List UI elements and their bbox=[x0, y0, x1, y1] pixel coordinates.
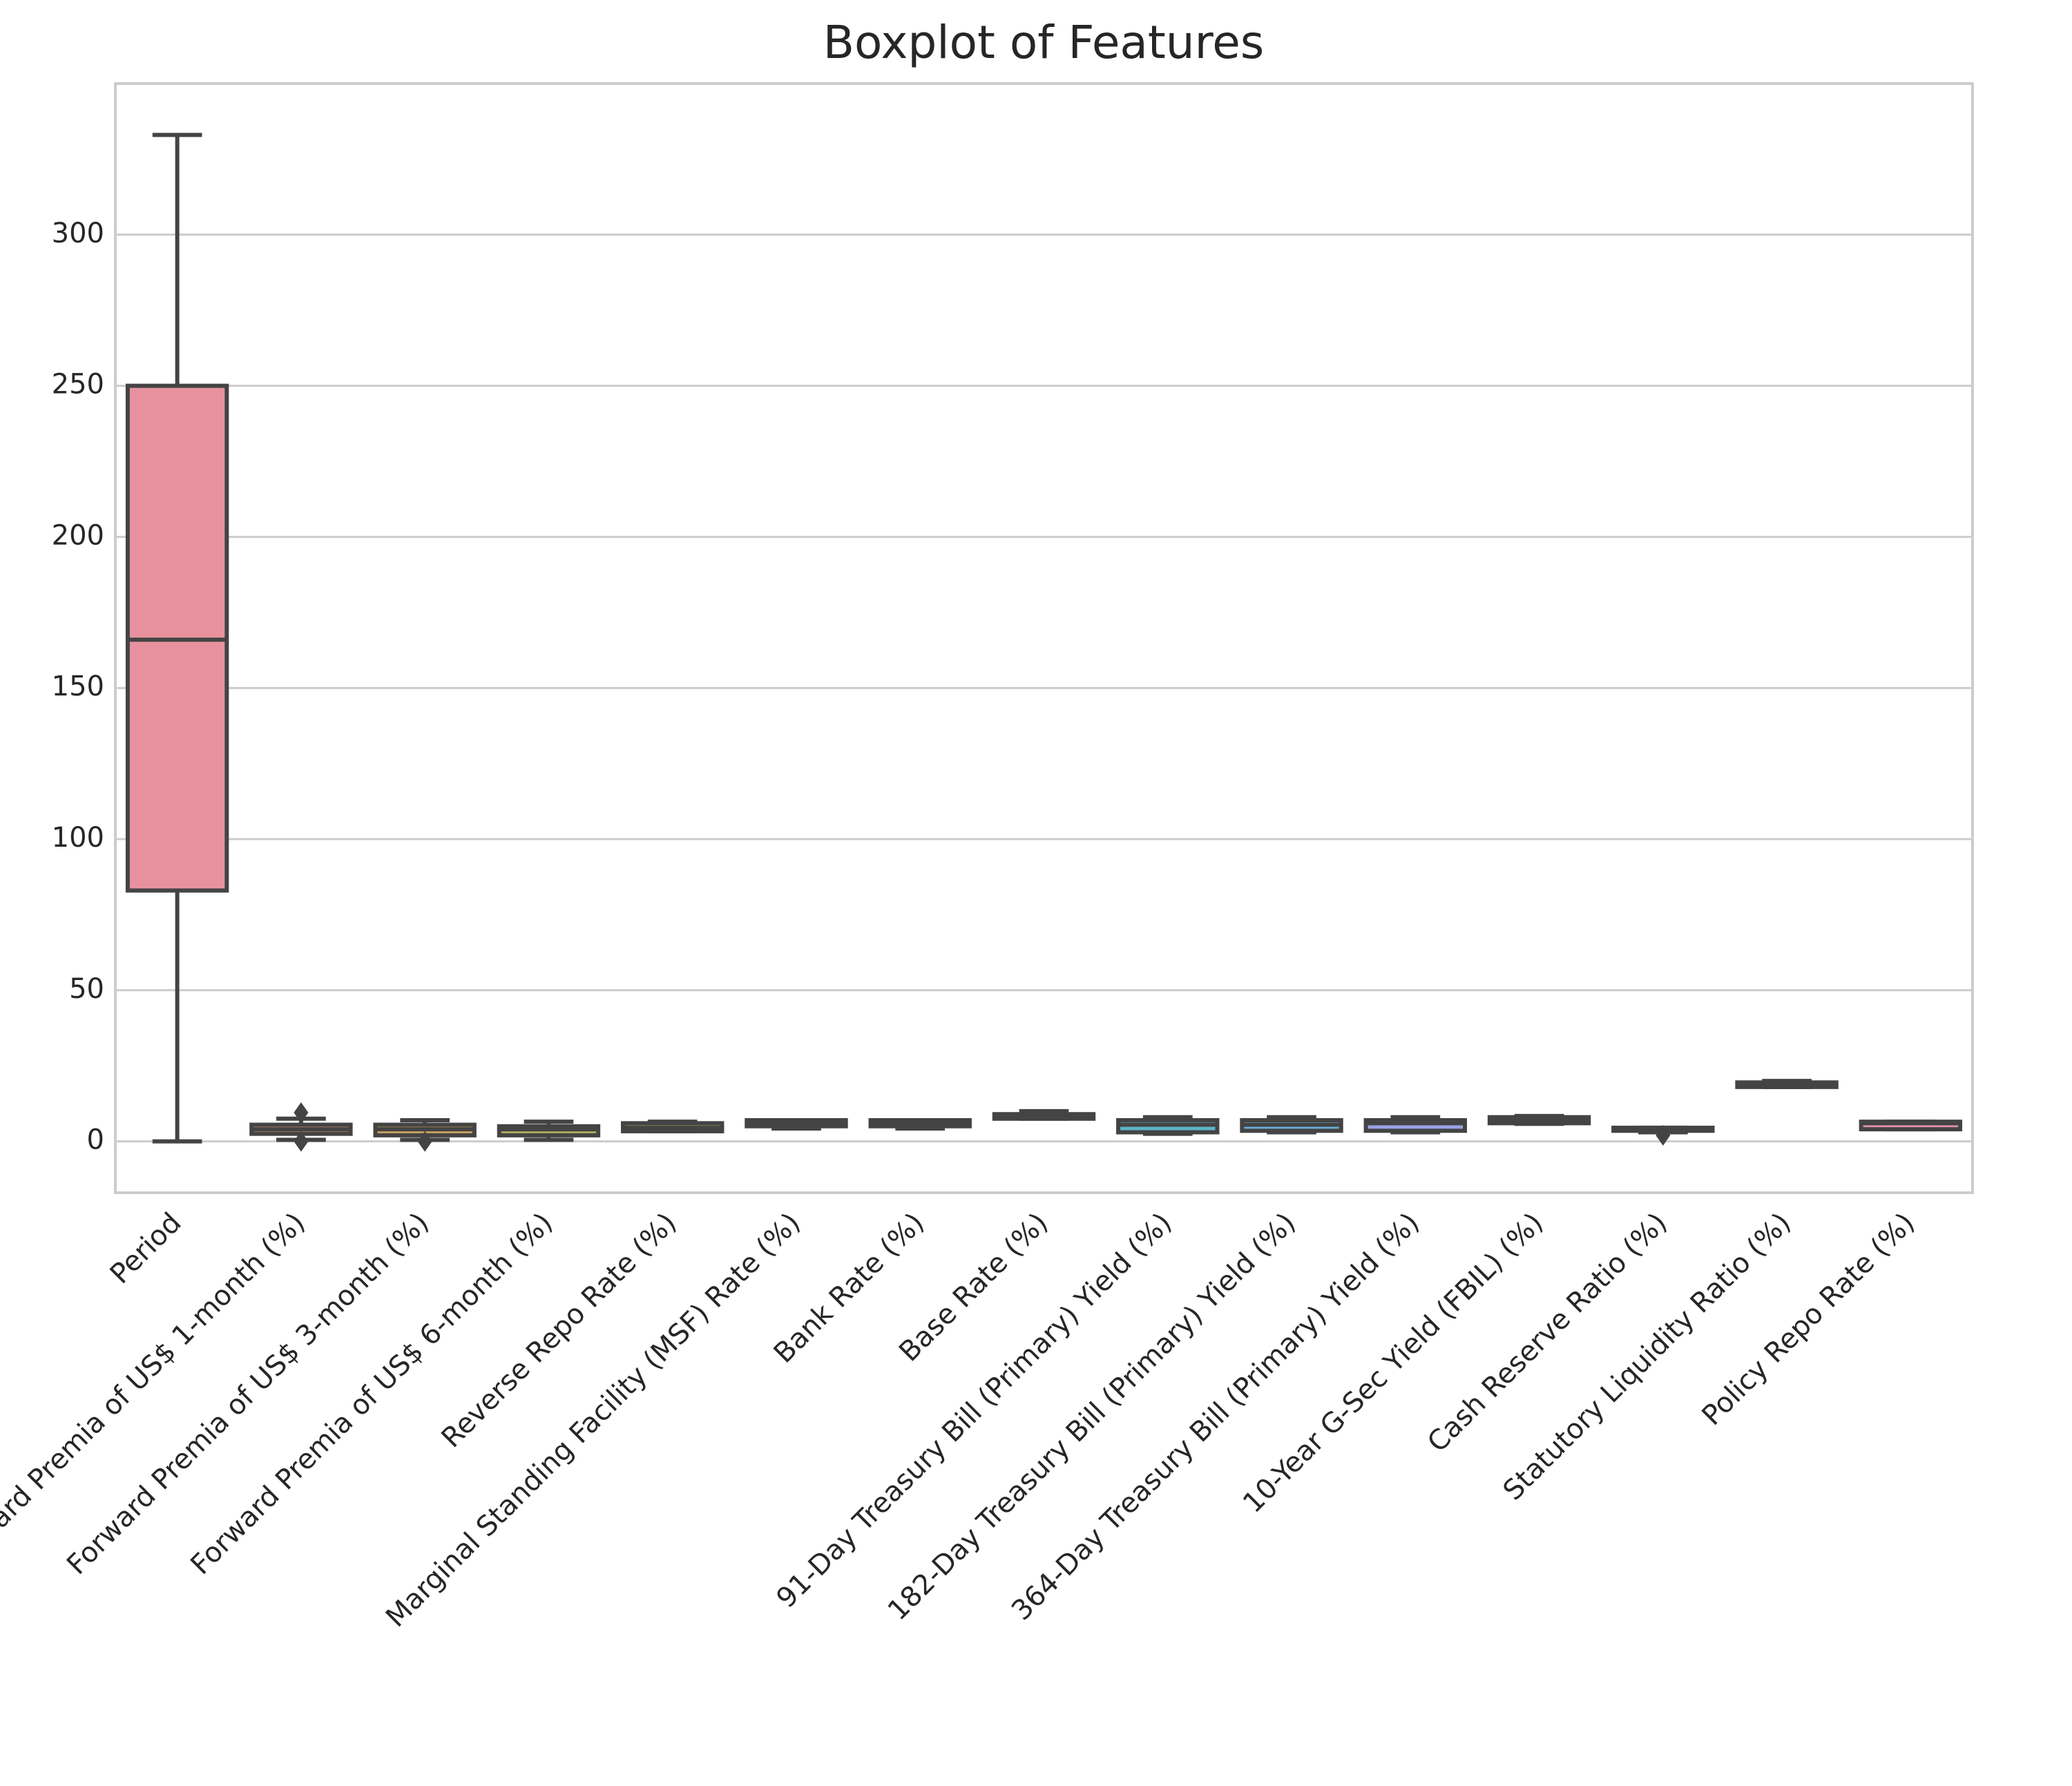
y-tick-label: 200 bbox=[52, 519, 104, 551]
y-tick-label: 50 bbox=[69, 973, 104, 1005]
outlier bbox=[294, 1102, 309, 1124]
outlier bbox=[1656, 1124, 1671, 1146]
chart-title: Boxplot of Features bbox=[823, 16, 1265, 69]
y-tick-label: 300 bbox=[52, 218, 104, 249]
plot-frame bbox=[114, 82, 1974, 1194]
y-tick-label: 100 bbox=[52, 822, 104, 854]
y-tick-label: 0 bbox=[87, 1124, 104, 1156]
y-tick-label: 250 bbox=[52, 369, 104, 401]
outlier bbox=[417, 1131, 432, 1152]
outlier bbox=[294, 1131, 309, 1152]
y-tick-label: 150 bbox=[52, 671, 104, 702]
